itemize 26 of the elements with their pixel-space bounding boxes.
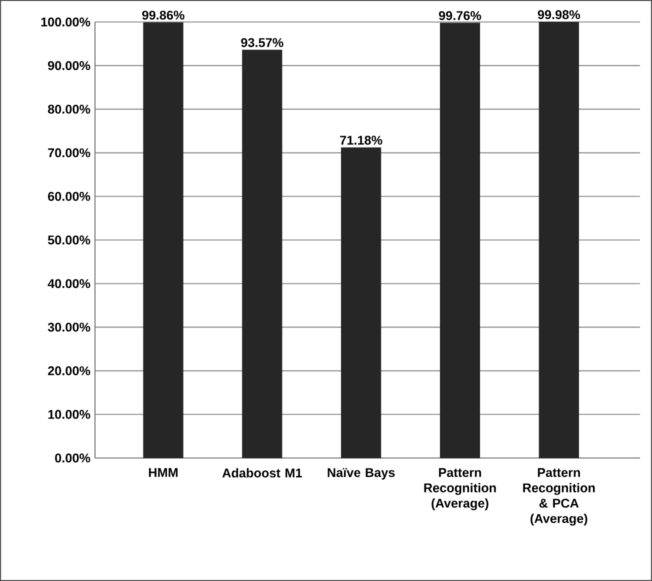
data-label: 99.98% [538,10,580,20]
y-tick-label: 100.00% [41,18,90,26]
y-tick-label: 0.00% [55,454,90,462]
data-label: 99.86% [142,10,184,20]
y-tick-label: 80.00% [48,104,90,114]
x-tick-label: Adaboost M1 [222,468,302,478]
y-tick-label: 60.00% [48,192,90,201]
y-tick-label: 10.00% [48,410,90,419]
bar [341,147,382,458]
data-label: 71.18% [340,136,382,145]
y-tick-label: 20.00% [48,366,90,376]
bar [242,50,282,458]
y-tick-label: 40.00% [48,279,90,288]
bar [538,22,579,458]
bar [143,22,184,458]
x-tick-label: Pattern Recognition (Average) [424,468,496,510]
x-tick-label: Pattern Recognition & PCA (Average) [523,468,595,526]
data-label: 99.76% [438,11,482,20]
x-tick-label: Naïve Bays [328,468,395,480]
bar [440,22,480,458]
y-tick-label: 50.00% [48,236,90,244]
y-tick-label: 70.00% [48,148,90,158]
x-tick-label: HMM [148,468,178,477]
data-label: 93.57% [241,38,284,48]
y-tick-label: 30.00% [48,322,90,332]
y-tick-label: 90.00% [48,61,90,70]
